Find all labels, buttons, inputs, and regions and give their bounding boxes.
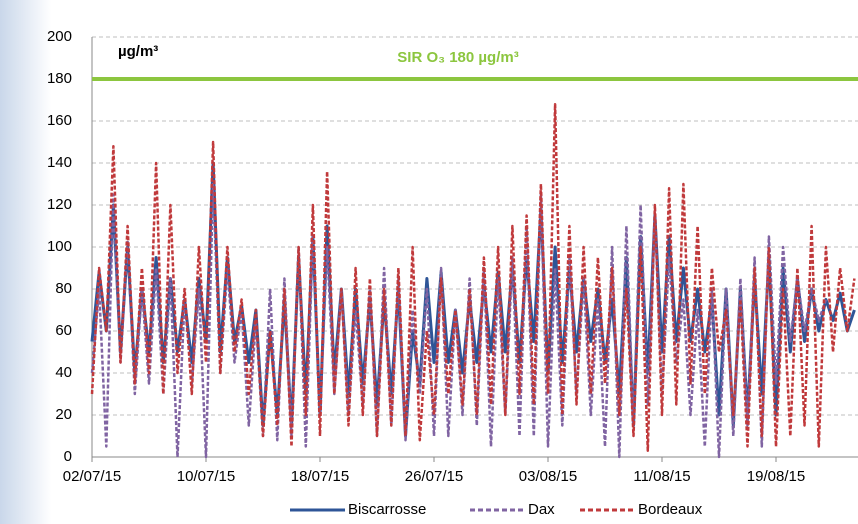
x-tick-label: 02/07/15 [63,468,121,485]
y-tick-label: 180 [47,70,72,87]
y-tick-label: 200 [47,28,72,45]
y-tick-label: 20 [55,406,72,423]
x-tick-label: 26/07/15 [405,468,463,485]
legend-label: Dax [528,501,555,518]
legend-label: Bordeaux [638,501,703,518]
y-tick-label: 40 [55,364,72,381]
x-tick-label: 11/08/15 [633,468,690,485]
y-tick-label: 160 [47,112,72,129]
y-tick-label: 140 [47,154,72,171]
x-tick-label: 03/08/15 [519,468,577,485]
y-tick-label: 120 [47,196,72,213]
y-tick-label: 0 [64,448,72,465]
x-tick-label: 18/07/15 [291,468,349,485]
y-tick-label: 100 [47,238,72,255]
series-line [90,182,828,459]
y-tick-label: 60 [55,322,72,339]
x-tick-label: 19/08/15 [747,468,805,485]
unit-label: µg/m³ [118,43,158,60]
legend-label: Biscarrosse [348,501,426,518]
x-tick-label: 10/07/15 [177,468,235,485]
threshold-label: SIR O₃ 180 µg/m³ [397,49,518,66]
y-tick-label: 80 [55,280,72,297]
series-line [90,102,856,452]
